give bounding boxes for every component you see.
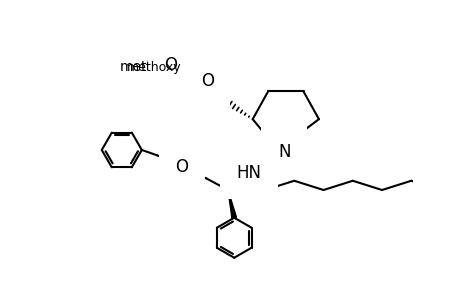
Polygon shape: [228, 190, 236, 218]
Text: methoxy: methoxy: [119, 60, 180, 74]
Text: O: O: [164, 56, 177, 74]
Text: HN: HN: [236, 164, 261, 182]
Text: O: O: [200, 72, 213, 90]
Text: methoxy: methoxy: [127, 61, 181, 74]
Text: N: N: [277, 143, 290, 161]
Text: O: O: [175, 158, 188, 176]
